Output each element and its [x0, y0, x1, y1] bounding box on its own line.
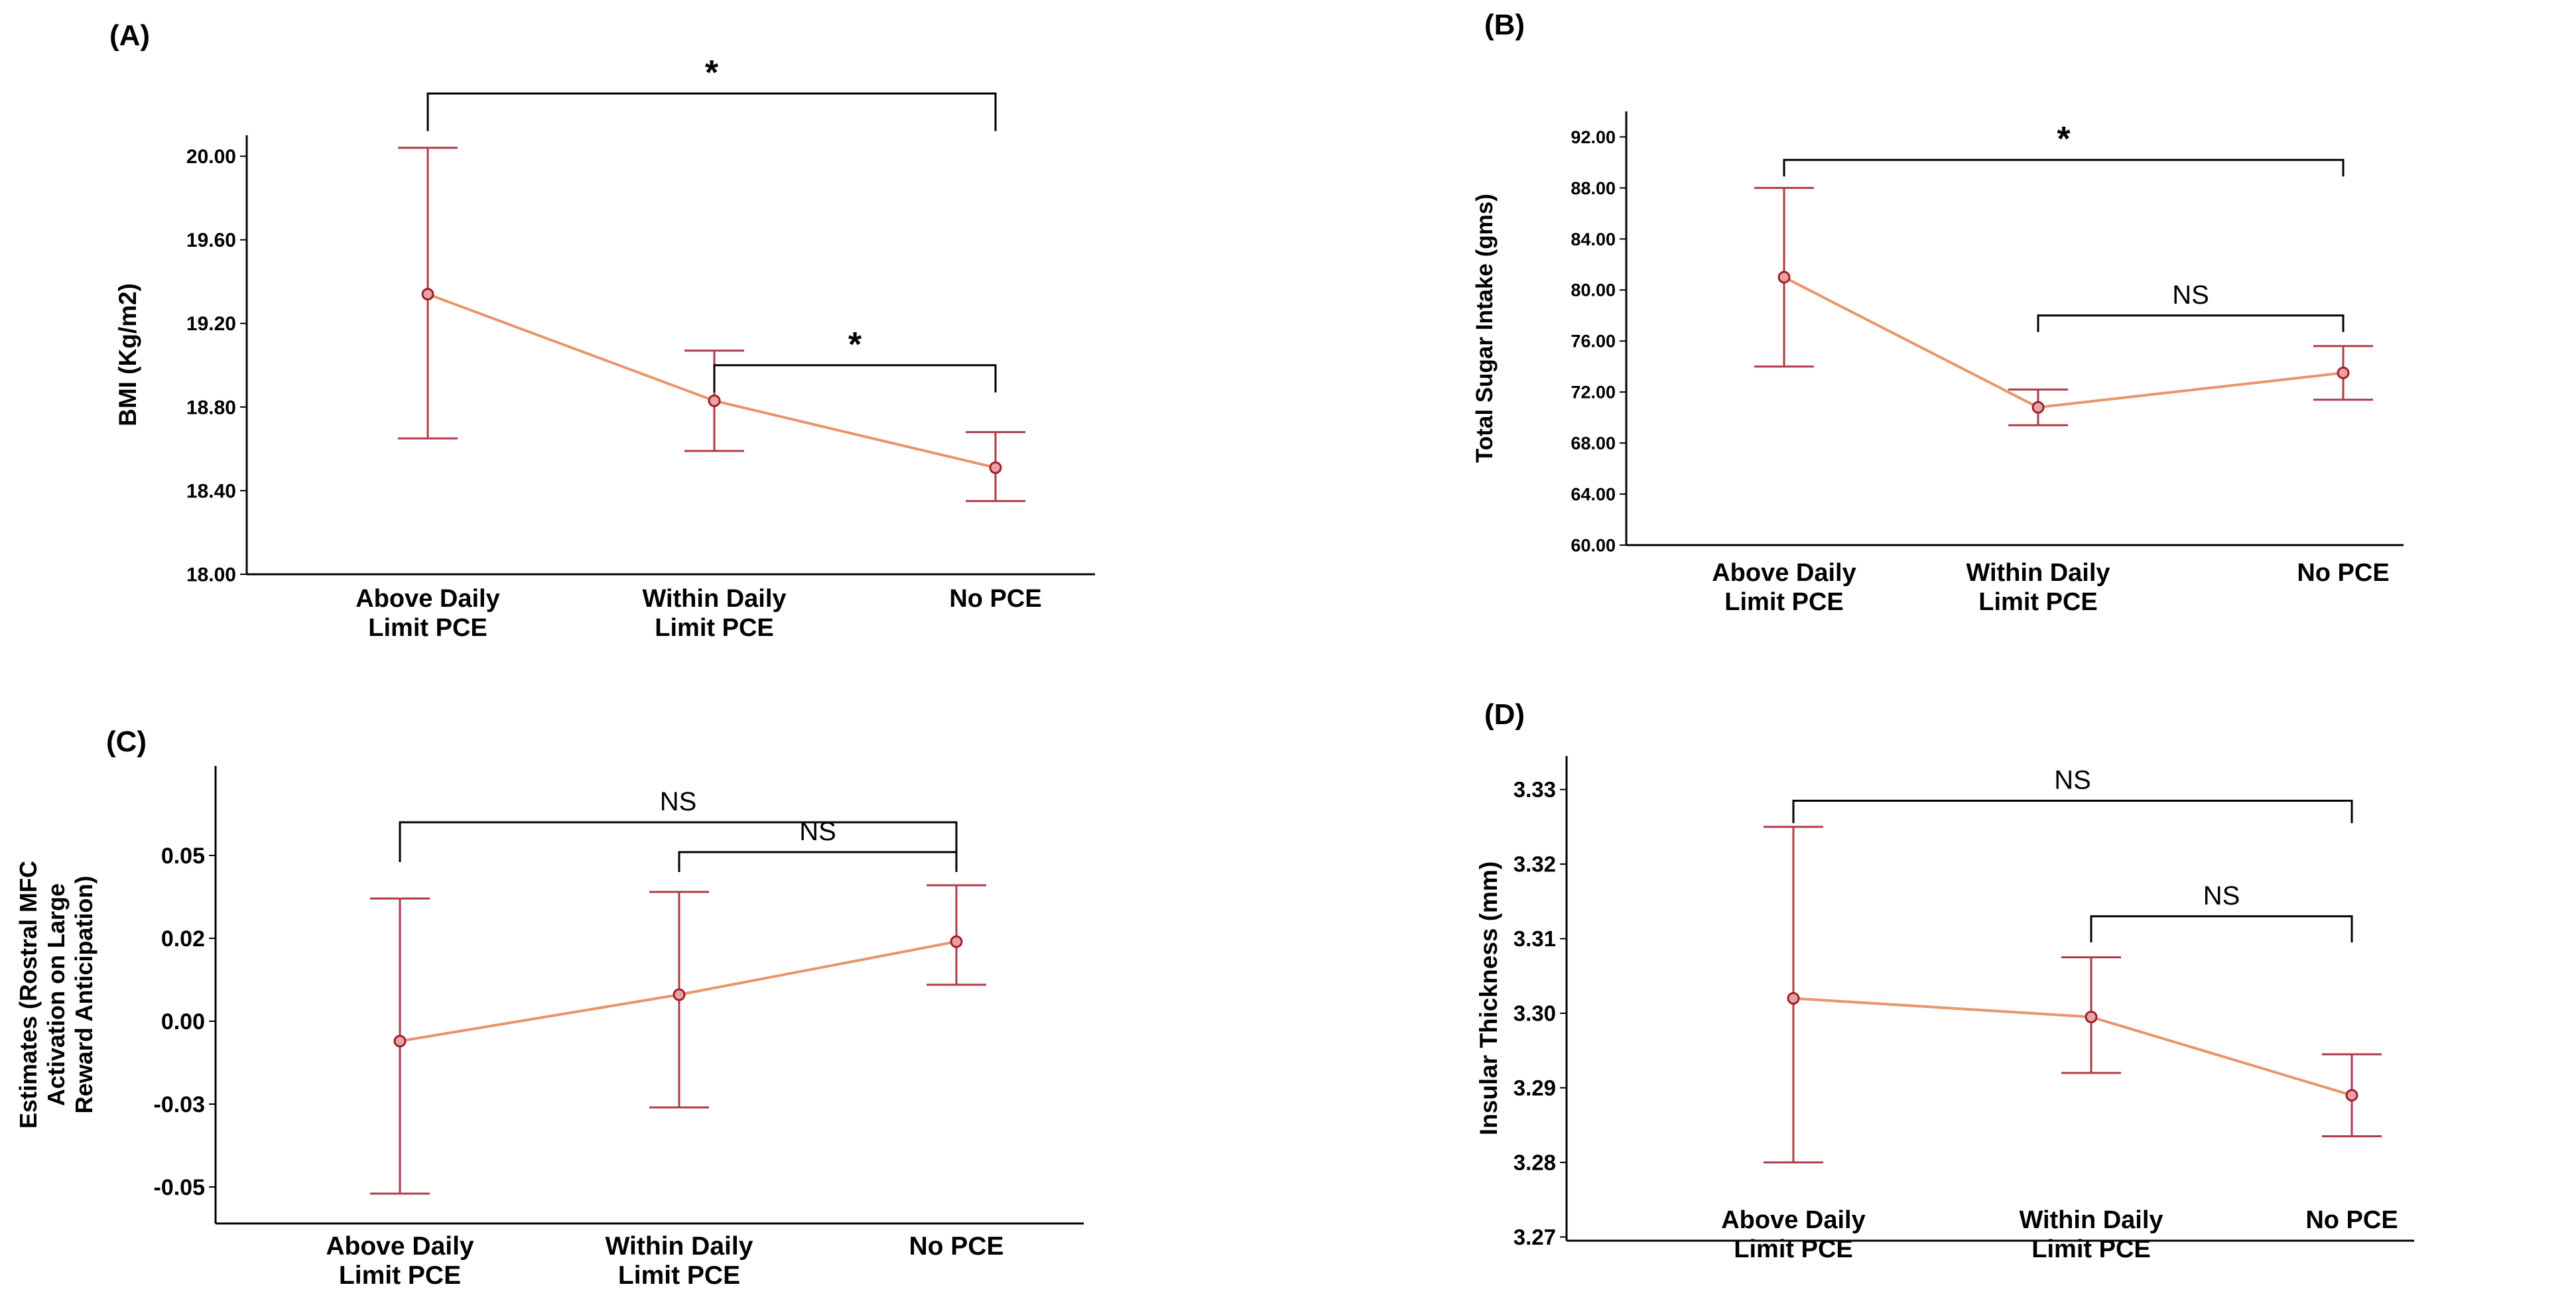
data-point — [673, 988, 686, 1001]
bracket-line — [426, 92, 997, 131]
y-axis-label: BMI (Kg/m2) — [114, 283, 141, 426]
y-tick-label: 60.00 — [1571, 535, 1616, 555]
series-line — [427, 292, 996, 469]
series-line — [1783, 276, 2344, 409]
x-category-label: No PCE — [949, 585, 1041, 613]
y-tick-label: -0.05 — [154, 1175, 206, 1200]
y-tick-label: -0.03 — [154, 1092, 206, 1117]
panel-label: (C) — [106, 725, 147, 758]
y-tick-label: 18.00 — [186, 564, 236, 586]
y-tick-label: 0.00 — [161, 1009, 205, 1034]
x-category-label: No PCE — [2305, 1206, 2398, 1234]
significance-bracket: NS — [399, 787, 958, 862]
y-tick-label: 76.00 — [1571, 332, 1616, 351]
y-tick-label: 84.00 — [1571, 229, 1616, 249]
significance-label: * — [848, 326, 862, 364]
significance-label: NS — [2172, 281, 2209, 310]
y-tick-label: 20.00 — [186, 146, 236, 168]
chart-panel-d: (D) 3.27 3.28 3.29 3.30 3.31 3.32 3.33 Insular T… — [1475, 698, 2414, 1263]
y-tick-label: 3.32 — [1513, 852, 1556, 877]
data-point — [2345, 1089, 2358, 1102]
data-point — [2337, 366, 2350, 379]
panel-label: (A) — [109, 19, 150, 52]
x-category-label: Within Daily Limit PCE — [606, 1232, 753, 1290]
significance-label: NS — [660, 787, 697, 816]
y-tick-label: 0.05 — [161, 843, 205, 869]
significance-label: NS — [799, 817, 836, 846]
y-tick-label: 3.28 — [1513, 1150, 1556, 1174]
panel-label: (D) — [1484, 698, 1525, 731]
data-point — [989, 461, 1002, 474]
chart-panel-c: (C) -0.05 -0.03 0.00 0.02 0.05 Estimates (Rost… — [15, 725, 1084, 1290]
significance-label: * — [705, 54, 719, 92]
significance-bracket: NS — [678, 817, 958, 872]
y-tick-label: 19.60 — [186, 229, 236, 251]
x-category-label: No PCE — [2297, 559, 2389, 587]
data-point — [393, 1034, 407, 1048]
bracket-line — [1792, 799, 2353, 824]
significance-bracket: NS — [2037, 281, 2345, 332]
x-category-label: Within Daily Limit PCE — [642, 585, 786, 642]
y-tick-label: 3.33 — [1513, 777, 1556, 802]
y-tick-label: 3.31 — [1513, 926, 1556, 951]
y-tick-label: 0.02 — [161, 926, 205, 952]
x-category-label: Above Daily Limit PCE — [326, 1232, 474, 1290]
x-category-label: Above Daily Limit PCE — [355, 585, 500, 642]
y-axis-label: Total Sugar Intake (gms) — [1472, 194, 1498, 463]
y-tick-label: 18.40 — [186, 480, 236, 502]
y-tick-label: 18.80 — [186, 397, 236, 418]
y-tick-label: 3.27 — [1513, 1225, 1556, 1249]
chart-panel-a: (A) 18.00 18.40 18.80 19.20 19.60 20.00 BMI (Kg… — [109, 19, 1095, 642]
bracket-line — [713, 364, 997, 393]
significance-label: NS — [2203, 881, 2240, 910]
significance-bracket: NS — [1792, 765, 2353, 824]
y-tick-label: 92.00 — [1571, 127, 1616, 147]
bracket-line — [2090, 915, 2353, 943]
y-tick-label: 72.00 — [1571, 383, 1616, 403]
bracket-line — [2037, 314, 2345, 332]
x-category-label: Above Daily Limit PCE — [1721, 1206, 1866, 1263]
y-tick-label: 80.00 — [1571, 281, 1616, 300]
error-bar — [927, 884, 986, 986]
y-tick-label: 88.00 — [1571, 178, 1616, 198]
x-category-label: Within Daily Limit PCE — [1966, 559, 2110, 616]
data-point — [708, 394, 721, 407]
significance-label: * — [2057, 120, 2071, 158]
data-point — [421, 288, 434, 301]
data-point — [2031, 401, 2045, 414]
data-point — [950, 935, 963, 948]
y-tick-label: 3.29 — [1513, 1076, 1556, 1100]
y-tick-label: 68.00 — [1571, 434, 1616, 454]
x-category-label: Above Daily Limit PCE — [1712, 559, 1856, 616]
x-category-label: No PCE — [909, 1232, 1003, 1261]
significance-bracket: * — [1783, 120, 2345, 177]
panel-label: (B) — [1484, 9, 1525, 41]
y-tick-label: 19.20 — [186, 313, 236, 335]
bracket-line — [678, 851, 958, 872]
y-tick-label: 3.30 — [1513, 1001, 1556, 1026]
x-category-label: Within Daily Limit PCE — [2019, 1206, 2163, 1263]
chart-panel-b: (B) 60.00 64.00 68.00 72.00 76.00 80.00 84.00 88… — [1472, 9, 2404, 616]
data-point — [2085, 1011, 2098, 1024]
y-axis-label: Estimates (Rostral MFCActivation on Larg… — [15, 861, 97, 1129]
data-point — [1787, 992, 1800, 1005]
bracket-line — [399, 821, 958, 862]
significance-bracket: * — [713, 326, 997, 393]
y-tick-label: 64.00 — [1571, 485, 1616, 505]
significance-bracket: NS — [2090, 881, 2353, 943]
series-line — [1793, 997, 2352, 1097]
significance-label: NS — [2054, 765, 2091, 794]
bracket-line — [1783, 158, 2345, 177]
significance-bracket: * — [426, 54, 997, 131]
data-point — [1777, 271, 1791, 284]
y-axis-label: Insular Thickness (mm) — [1475, 861, 1502, 1135]
